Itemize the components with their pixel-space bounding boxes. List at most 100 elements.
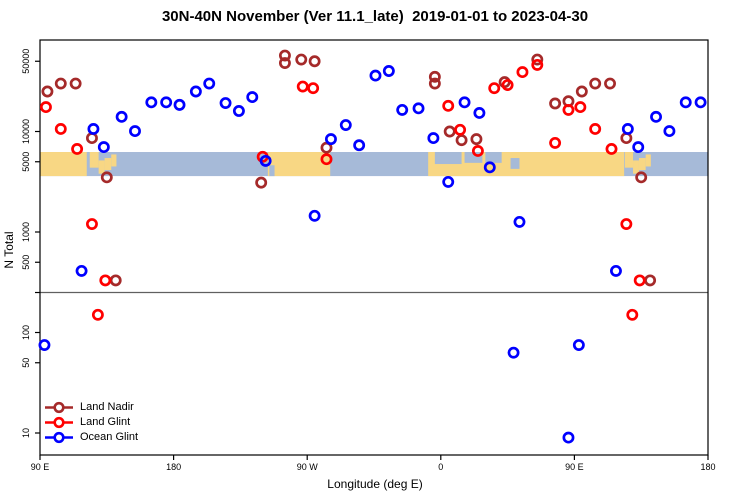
y-tick-label: 100 — [21, 325, 31, 340]
data-point-ocean-glint — [203, 77, 216, 90]
map-band-ocean-patch — [464, 152, 483, 163]
legend: Land Nadir Land Glint Ocean Glint — [44, 400, 138, 445]
data-point-ocean-glint — [572, 339, 585, 352]
data-point-ocean-glint — [75, 264, 88, 277]
data-point-land-nadir — [86, 132, 98, 145]
map-band-land-segment — [624, 152, 634, 168]
data-point-land-nadir — [295, 53, 308, 66]
data-point-land-glint — [442, 99, 455, 112]
data-point-land-glint — [562, 103, 575, 116]
data-point-land-nadir — [549, 97, 562, 110]
data-point-land-glint — [39, 101, 52, 114]
data-point-ocean-glint — [650, 110, 662, 123]
data-point-land-glint — [574, 101, 587, 114]
y-tick-label: 500 — [21, 255, 31, 270]
data-point-ocean-glint — [339, 119, 352, 131]
map-band-land-segment — [98, 160, 105, 174]
data-point-ocean-glint — [396, 103, 409, 116]
data-point-land-glint — [320, 153, 333, 166]
data-point-ocean-glint — [610, 264, 622, 277]
data-point-ocean-glint — [621, 123, 634, 135]
x-tick-label: 180 — [700, 462, 715, 472]
data-point-ocean-glint — [513, 215, 526, 228]
data-point-land-nadir — [531, 53, 544, 66]
data-point-ocean-glint — [353, 139, 366, 152]
data-point-land-nadir — [109, 274, 122, 287]
x-tick-label: 90 E — [565, 462, 584, 472]
map-band-land-segment — [638, 158, 646, 171]
data-point-ocean-glint — [129, 125, 141, 138]
data-point-land-glint — [488, 82, 501, 95]
land-glint-symbol-icon — [45, 416, 73, 429]
legend-item-land-nadir: Land Nadir — [44, 400, 138, 415]
map-band-land-segment — [645, 154, 651, 167]
x-tick-label: 180 — [166, 462, 181, 472]
data-point-land-nadir — [620, 132, 633, 145]
data-point-land-nadir — [604, 77, 616, 90]
data-point-ocean-glint — [259, 154, 272, 167]
map-band-land-segment — [104, 158, 112, 171]
data-point-land-glint — [549, 136, 562, 149]
data-point-land-glint — [501, 79, 514, 91]
data-point-ocean-glint — [458, 96, 471, 109]
data-point-ocean-glint — [145, 96, 158, 109]
x-tick-label: 90 W — [297, 462, 319, 472]
data-point-land-glint — [99, 274, 112, 287]
data-point-land-nadir — [589, 77, 602, 90]
map-band-land-segment — [633, 160, 639, 174]
data-point-land-nadir — [455, 134, 468, 147]
y-tick-label: 10000 — [21, 119, 31, 144]
data-point-ocean-glint — [232, 105, 245, 117]
data-point-land-glint — [471, 145, 484, 157]
ocean-glint-symbol-icon — [45, 431, 73, 444]
x-axis-label: Longitude (deg E) — [327, 477, 423, 491]
legend-label-land-glint: Land Glint — [80, 416, 131, 428]
data-point-ocean-glint — [87, 123, 100, 135]
data-point-land-glint — [296, 80, 309, 93]
legend-item-ocean-glint: Ocean Glint — [44, 430, 138, 445]
data-point-land-glint — [531, 58, 544, 71]
data-point-land-glint — [454, 123, 467, 136]
data-point-ocean-glint — [412, 102, 425, 115]
legend-label-ocean-glint: Ocean Glint — [80, 431, 139, 443]
data-point-land-nadir — [54, 77, 67, 90]
chart-title: 30N-40N November (Ver 11.1_late) 2019-01… — [161, 8, 589, 25]
data-point-land-glint — [589, 123, 602, 135]
legend-label-land-nadir: Land Nadir — [80, 401, 134, 413]
x-tick-label: 90 E — [31, 462, 50, 472]
data-point-ocean-glint — [427, 132, 440, 145]
data-point-land-nadir — [308, 55, 321, 68]
y-tick-label: 50000 — [21, 49, 31, 74]
y-tick-label: 10 — [21, 428, 31, 438]
data-point-land-glint — [307, 82, 320, 95]
y-tick-label: 1000 — [21, 222, 31, 242]
data-point-ocean-glint — [246, 91, 259, 104]
data-point-land-glint — [86, 218, 98, 230]
data-point-ocean-glint — [325, 133, 337, 146]
data-point-ocean-glint — [694, 96, 707, 109]
data-point-land-nadir — [320, 141, 333, 154]
x-tick-label: 0 — [438, 462, 443, 472]
data-point-ocean-glint — [679, 96, 692, 109]
data-point-land-nadir — [428, 70, 441, 83]
land-nadir-symbol-icon — [45, 401, 73, 414]
data-point-land-nadir — [278, 57, 291, 69]
data-point-ocean-glint — [632, 141, 645, 154]
data-point-ocean-glint — [115, 110, 128, 123]
map-band-land-segment — [111, 154, 117, 167]
map-band-land-segment — [89, 152, 99, 168]
data-point-land-nadir — [255, 176, 268, 189]
data-point-land-glint — [71, 143, 84, 155]
data-point-ocean-glint — [219, 97, 232, 109]
map-band-ocean-patch — [269, 165, 275, 177]
data-point-ocean-glint — [160, 96, 173, 109]
map-band-land-segment — [267, 152, 331, 177]
data-point-land-nadir — [278, 49, 291, 62]
data-point-ocean-glint — [189, 85, 202, 98]
data-point-land-glint — [54, 123, 67, 135]
data-point-ocean-glint — [562, 431, 575, 444]
y-tick-label: 5000 — [21, 152, 31, 172]
data-point-land-nadir — [69, 77, 82, 90]
plot-border — [39, 39, 709, 456]
